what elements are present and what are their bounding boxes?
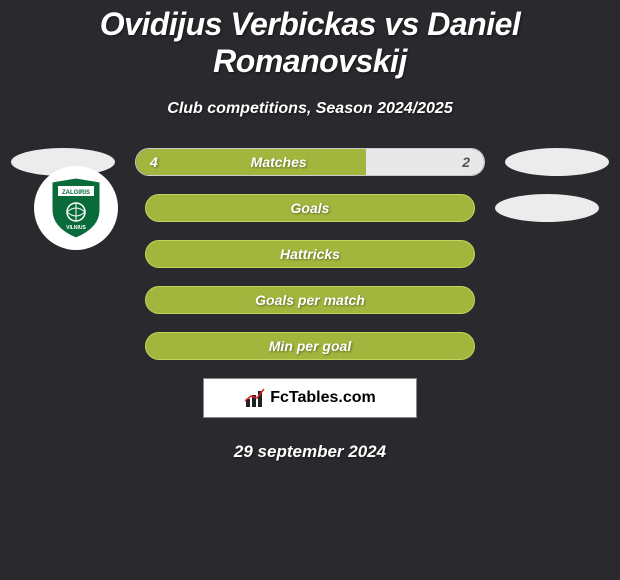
- gpm-bar: Goals per match: [145, 286, 475, 314]
- date-text: 29 september 2024: [0, 442, 620, 462]
- matches-left-value: 4: [136, 149, 192, 175]
- page-subtitle: Club competitions, Season 2024/2025: [0, 100, 620, 118]
- hattricks-row: Hattricks: [8, 240, 612, 268]
- svg-text:VILNIUS: VILNIUS: [66, 225, 86, 231]
- zalgiris-shield-icon: ZALGIRIS VILNIUS: [50, 178, 102, 238]
- mpg-row: Min per goal: [8, 332, 612, 360]
- bar-chart-icon: [244, 387, 266, 409]
- gpm-row: Goals per match: [8, 286, 612, 314]
- fctables-text: FcTables.com: [270, 389, 376, 407]
- matches-label: Matches: [192, 149, 366, 175]
- fctables-logo[interactable]: FcTables.com: [203, 378, 417, 418]
- hattricks-bar: Hattricks: [145, 240, 475, 268]
- goals-bar: Goals: [145, 194, 475, 222]
- right-oval-goals: [495, 194, 599, 222]
- stats-area: 4 Matches 2 ZALGIRIS VILNIUS Goals: [0, 148, 620, 360]
- matches-right-value: 2: [366, 149, 484, 175]
- matches-bar: 4 Matches 2: [135, 148, 485, 176]
- page-title: Ovidijus Verbickas vs Daniel Romanovskij: [0, 0, 620, 82]
- svg-text:ZALGIRIS: ZALGIRIS: [62, 190, 90, 196]
- club-logo-left: ZALGIRIS VILNIUS: [34, 166, 118, 250]
- mpg-bar: Min per goal: [145, 332, 475, 360]
- right-oval: [505, 148, 609, 176]
- goals-row: ZALGIRIS VILNIUS Goals: [8, 194, 612, 222]
